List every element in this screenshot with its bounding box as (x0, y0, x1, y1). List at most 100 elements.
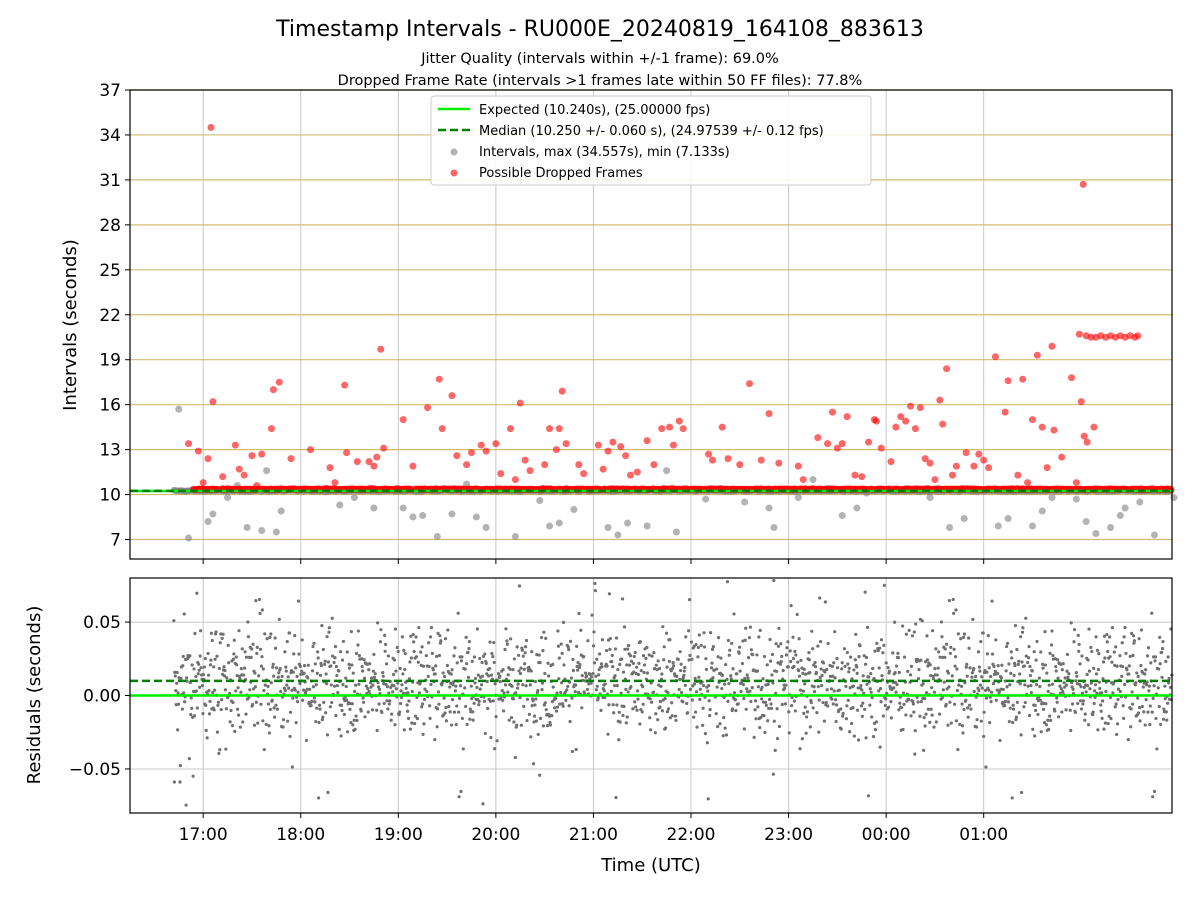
residual-point (796, 660, 800, 664)
residual-point (1093, 683, 1098, 687)
residual-point (375, 708, 379, 712)
residual-point (434, 664, 438, 668)
residual-point (255, 645, 259, 649)
residual-point (1033, 703, 1037, 707)
chart-subtitle-jitter: Jitter Quality (intervals within +/-1 fr… (420, 51, 779, 67)
residual-point (436, 631, 440, 635)
residual-point (560, 651, 564, 655)
residual-point (711, 645, 716, 649)
residual-point (538, 716, 543, 720)
residual-point (419, 650, 423, 654)
residual-point (638, 640, 642, 644)
residual-point (208, 663, 213, 667)
residual-point (1056, 658, 1060, 662)
residual-point (769, 706, 774, 710)
residual-point (658, 699, 663, 704)
residual-point (886, 665, 890, 670)
dropped-frame-point (253, 482, 261, 490)
residual-point (760, 697, 764, 701)
residual-point (1160, 675, 1164, 679)
residual-point (243, 666, 247, 670)
residual-point (893, 671, 897, 675)
dropped-frame-point (492, 440, 500, 448)
residual-point (530, 704, 534, 708)
residual-point (592, 630, 596, 634)
residual-point (686, 711, 690, 715)
residual-point (267, 724, 271, 728)
residual-point (779, 642, 783, 646)
residual-point (723, 662, 728, 667)
residual-point (201, 712, 205, 716)
residual-point (577, 665, 582, 670)
residual-point (251, 642, 255, 646)
residual-point (258, 611, 262, 615)
residual-point (375, 728, 379, 733)
residual-point (337, 669, 341, 673)
residual-point (354, 651, 359, 656)
residual-point (295, 674, 299, 679)
residual-point (934, 720, 938, 724)
residual-point (555, 705, 560, 709)
residual-point (976, 650, 981, 654)
residual-point (595, 657, 599, 661)
residual-point (315, 671, 319, 675)
residual-point (516, 686, 520, 690)
residual-point (512, 657, 516, 661)
residual-point (1011, 707, 1016, 711)
residual-point (1164, 659, 1168, 663)
residual-point (308, 687, 312, 692)
residual-point (362, 676, 367, 680)
residual-point (260, 655, 264, 659)
residual-point (949, 721, 953, 725)
residual-point (891, 651, 895, 655)
residual-point (195, 706, 199, 710)
residual-point (1153, 659, 1157, 663)
dropped-frame-point (562, 440, 570, 448)
residual-point (372, 675, 376, 679)
interval-point (643, 522, 651, 530)
residual-point (406, 691, 410, 695)
residual-point (403, 652, 407, 656)
residual-point (448, 710, 452, 714)
residual-point (194, 674, 198, 679)
residual-point (437, 653, 442, 658)
residual-point (459, 789, 463, 794)
residual-point (458, 684, 463, 688)
interval-point (1116, 512, 1124, 520)
residual-point (856, 708, 860, 712)
residual-point (1159, 650, 1164, 654)
residual-point (173, 670, 177, 674)
residual-point (1153, 655, 1158, 659)
residual-point (597, 673, 601, 677)
residual-point (804, 672, 808, 676)
residual-point (274, 703, 278, 707)
residual-point (909, 664, 914, 668)
residual-point (408, 660, 412, 664)
residual-point (627, 663, 632, 667)
residual-point (510, 684, 514, 688)
residual-point (710, 647, 715, 651)
residual-point (287, 686, 291, 690)
dropped-frame-point (824, 440, 832, 448)
residual-point (763, 730, 767, 735)
residual-point (322, 700, 326, 704)
residual-point (779, 659, 783, 664)
residual-point (493, 682, 497, 686)
residual-point (1007, 719, 1011, 724)
dropped-frame-point (794, 462, 802, 470)
residual-point (516, 682, 520, 686)
residual-point (692, 715, 696, 719)
residual-point (386, 707, 390, 711)
residual-point (730, 641, 734, 645)
residual-point (770, 673, 774, 677)
residual-point (391, 690, 395, 694)
residual-point (981, 631, 985, 635)
residual-point (932, 690, 937, 694)
residual-point (208, 699, 212, 704)
residual-point (866, 794, 871, 798)
residual-point (460, 716, 464, 721)
residual-point (200, 684, 205, 688)
residual-point (296, 690, 300, 694)
residual-point (452, 654, 456, 658)
residual-point (1026, 684, 1030, 688)
